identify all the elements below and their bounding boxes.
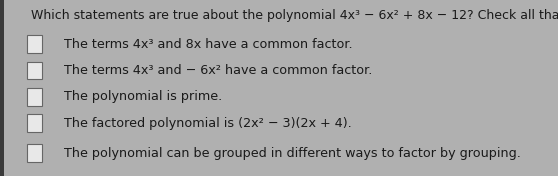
Text: The polynomial can be grouped in different ways to factor by grouping.: The polynomial can be grouped in differe… — [64, 147, 521, 160]
FancyBboxPatch shape — [27, 114, 42, 132]
FancyBboxPatch shape — [27, 88, 42, 106]
Text: Which statements are true about the polynomial 4x³ − 6x² + 8x − 12? Check all th: Which statements are true about the poly… — [31, 9, 558, 22]
FancyBboxPatch shape — [27, 144, 42, 162]
FancyBboxPatch shape — [0, 0, 4, 176]
Text: The terms 4x³ and 8x have a common factor.: The terms 4x³ and 8x have a common facto… — [64, 37, 352, 51]
FancyBboxPatch shape — [27, 62, 42, 79]
Text: The factored polynomial is (2x² − 3)(2x + 4).: The factored polynomial is (2x² − 3)(2x … — [64, 117, 352, 130]
FancyBboxPatch shape — [27, 35, 42, 53]
Text: The polynomial is prime.: The polynomial is prime. — [64, 90, 222, 103]
Text: The terms 4x³ and − 6x² have a common factor.: The terms 4x³ and − 6x² have a common fa… — [64, 64, 372, 77]
